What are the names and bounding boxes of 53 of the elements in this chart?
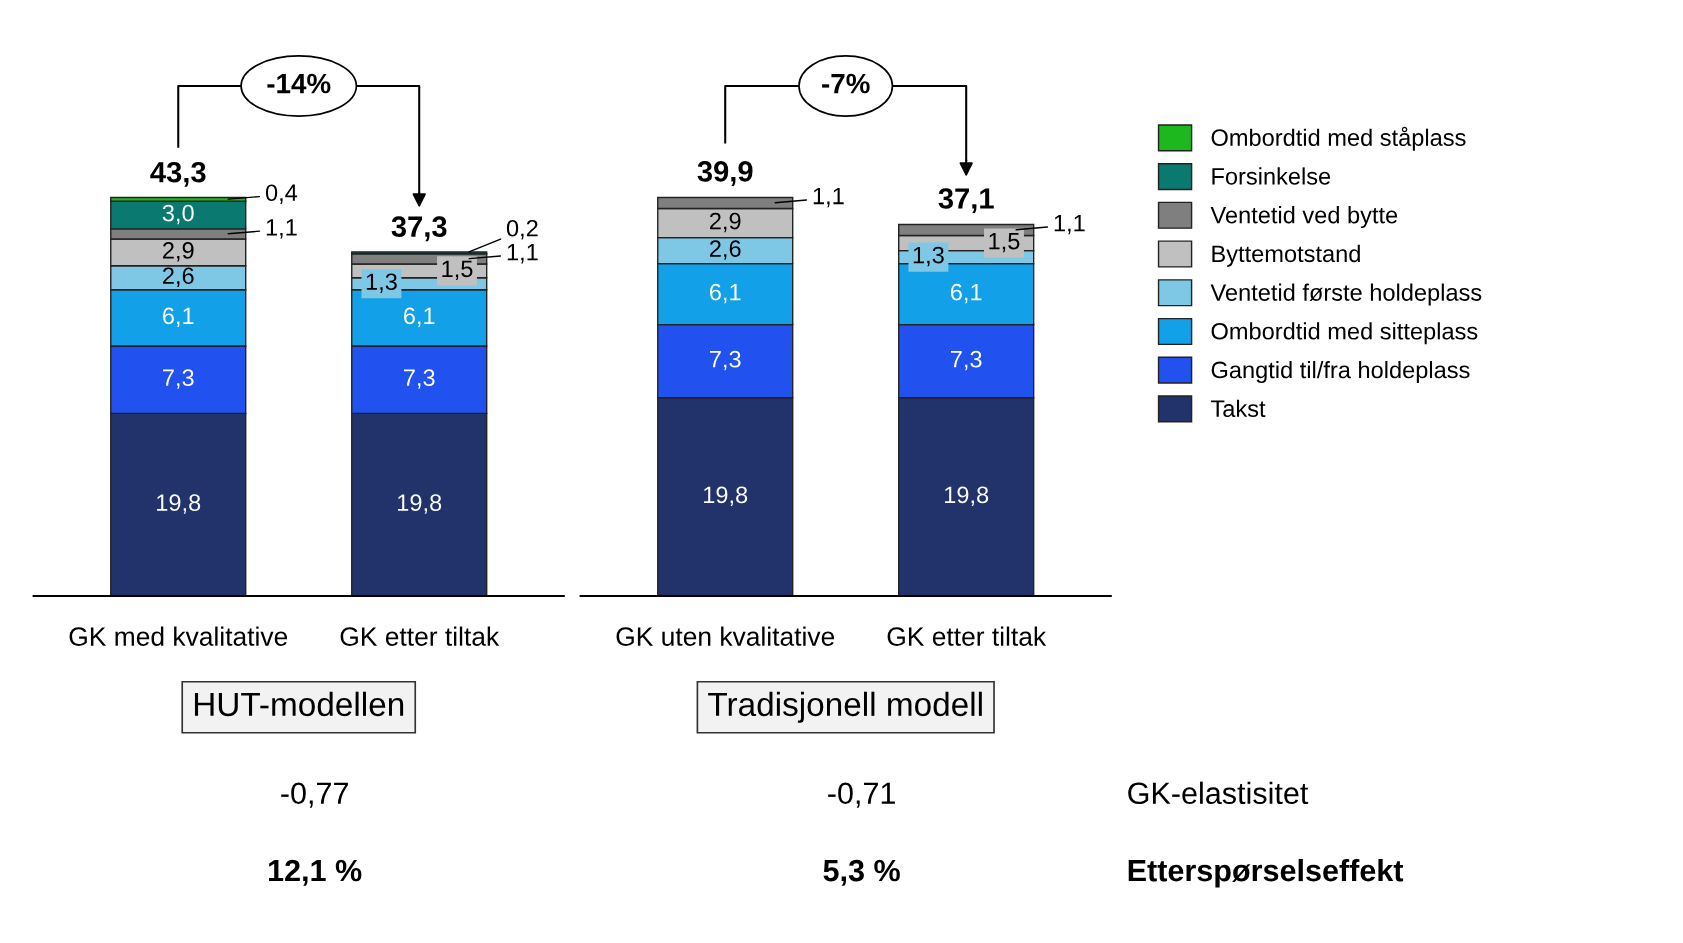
total-label: 43,3 (150, 161, 206, 187)
text: -7% (822, 73, 870, 94)
legend-label: Gangtid til/fra holdeplass (1211, 360, 1470, 383)
x-tick-label: GK etter tiltak (887, 626, 1047, 646)
data-label: 1,1 (813, 187, 844, 208)
data-label: 6,1 (950, 283, 982, 304)
data-label: 1,5 (442, 260, 473, 280)
data-label: 1,3 (913, 246, 944, 267)
x-tick-label: GK etter tiltak (340, 626, 500, 646)
legend-label: Forsinkelse (1212, 167, 1331, 185)
data-label: 2,9 (710, 212, 741, 233)
data-label: 6,1 (404, 307, 435, 328)
text: -0,77 (281, 782, 348, 808)
data-label: 1,3 (366, 273, 397, 293)
legend-label: Ventetid ved bytte (1210, 206, 1398, 229)
data-label: 19,8 (704, 486, 748, 506)
data-label: 2,6 (163, 267, 194, 287)
data-label: 2,6 (710, 240, 741, 260)
data-label: 0,4 (265, 184, 298, 204)
legend-label: Ombordtid med ståplass (1211, 126, 1466, 151)
data-label: 19,8 (398, 494, 442, 514)
data-label: 3,0 (162, 204, 194, 225)
legend-label: Ventetid første holdeplass (1210, 283, 1482, 306)
total-label: 37,1 (938, 188, 994, 214)
text: GK-elastisitet (1128, 781, 1309, 805)
data-label: 1,1 (507, 244, 538, 264)
data-label: 19,8 (945, 486, 989, 506)
text: 12,1 % (269, 859, 362, 886)
data-label: 19,8 (157, 494, 201, 514)
legend-label: Ombordtid med sitteplass (1211, 322, 1478, 345)
data-label: 1,5 (989, 232, 1020, 253)
legend-label: Byttemotstand (1212, 244, 1360, 267)
legend-label: Takst (1211, 399, 1266, 418)
text: Tradisjonell modell (708, 691, 982, 723)
data-label: 7,3 (404, 369, 435, 389)
text: Etterspørselseffekt (1128, 858, 1404, 888)
data-label: 7,3 (710, 350, 741, 371)
data-label: 1,1 (1054, 214, 1085, 235)
data-label: 7,3 (163, 369, 194, 389)
x-tick-label: GK med kvalitative (69, 626, 288, 646)
text: 5,3 % (823, 859, 900, 886)
text: -14% (267, 73, 331, 94)
data-label: 7,3 (951, 350, 982, 371)
data-label: 2,9 (163, 242, 194, 262)
data-label: 6,1 (163, 307, 194, 328)
text: HUT-modellen (194, 691, 404, 717)
data-label: 6,1 (710, 283, 741, 304)
text: -0,71 (828, 782, 895, 808)
x-tick-label: GK uten kvalitative (616, 626, 835, 646)
data-label: 0,2 (506, 219, 538, 240)
data-label: 1,1 (266, 219, 297, 239)
total-label: 39,9 (697, 161, 753, 186)
total-label: 37,3 (391, 216, 447, 242)
